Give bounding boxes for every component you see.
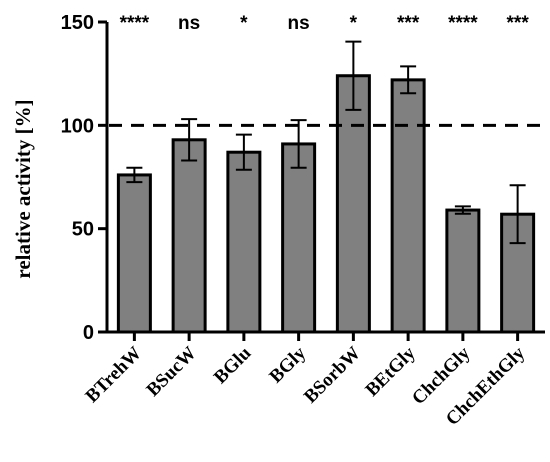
- y-axis-label: relative activity [%]: [11, 99, 35, 278]
- bar-ChchGly: [445, 208, 481, 334]
- bar-BSucW: [171, 138, 207, 334]
- significance-label: ns: [288, 13, 310, 34]
- significance-label: ***: [397, 13, 420, 34]
- category-label-BTrehW: BTrehW: [82, 343, 146, 407]
- category-label-BGlu: BGlu: [210, 342, 256, 388]
- bar-BEtGly: [390, 78, 426, 334]
- bar-BTrehW: [116, 173, 152, 334]
- bar-BGly: [281, 142, 317, 334]
- category-label-BSucW: BSucW: [143, 343, 201, 401]
- significance-label: ns: [178, 13, 200, 34]
- significance-label: ****: [448, 13, 478, 34]
- category-label-BGly: BGly: [265, 342, 310, 387]
- category-label-BSorbW: BSorbW: [300, 343, 365, 408]
- y-tick-label: 0: [83, 322, 94, 344]
- y-tick-label: 50: [72, 219, 94, 241]
- significance-label: ***: [507, 13, 530, 34]
- significance-label: *: [240, 13, 248, 34]
- y-tick-label: 100: [61, 115, 94, 137]
- significance-label: ****: [120, 13, 150, 34]
- y-tick-label: 150: [61, 12, 94, 34]
- bar-BSorbW: [335, 74, 371, 334]
- bar-BGlu: [226, 150, 262, 334]
- significance-label: *: [350, 13, 358, 34]
